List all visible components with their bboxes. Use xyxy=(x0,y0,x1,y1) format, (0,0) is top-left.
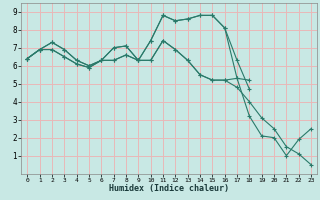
X-axis label: Humidex (Indice chaleur): Humidex (Indice chaleur) xyxy=(109,184,229,193)
